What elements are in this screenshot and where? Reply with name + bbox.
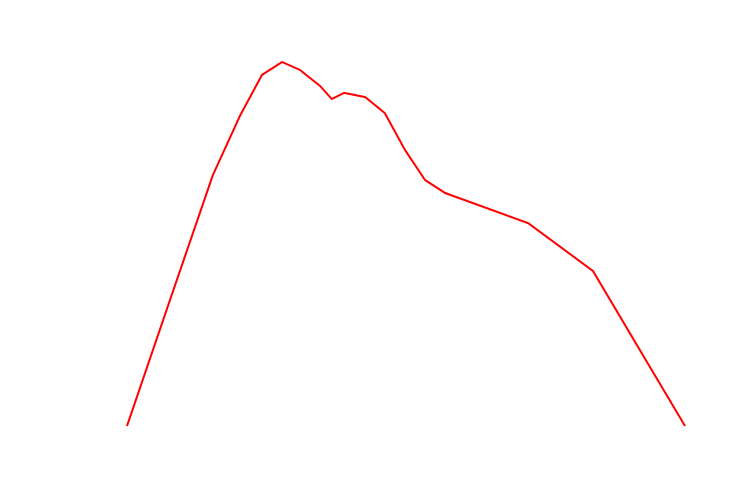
line (126, 61, 686, 427)
